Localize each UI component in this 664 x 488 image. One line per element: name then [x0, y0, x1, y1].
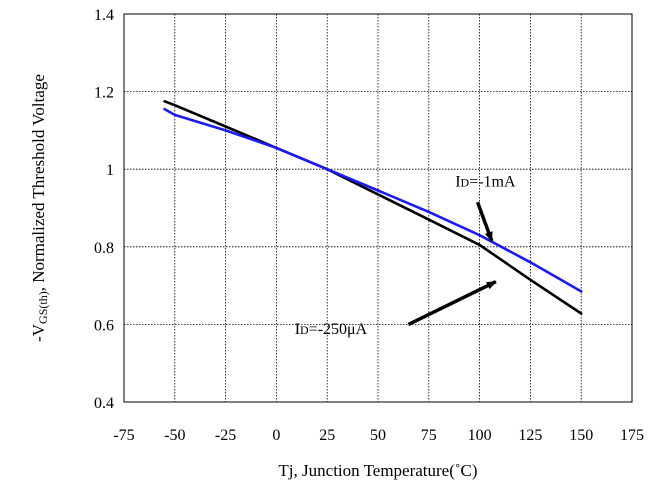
y-tick-label: 1.4	[94, 7, 114, 24]
x-tick-label: 25	[319, 427, 335, 444]
y-axis-title-prefix: -V	[29, 323, 48, 342]
y-axis-title-suffix: , Normalized Threshold Voltage	[29, 74, 48, 291]
y-tick-label: 1	[106, 162, 114, 179]
annotations: ID=-1mA ID=-250μA	[295, 174, 516, 338]
x-tick-label: -25	[215, 427, 236, 444]
x-tick-label: 125	[518, 427, 542, 444]
series-line-2	[163, 107, 583, 293]
y-tick-label: 0.4	[94, 395, 114, 412]
x-tick-label: 0	[272, 427, 280, 444]
annotation-id-1ma-label: ID=-1mA	[455, 174, 516, 191]
x-tick-label: 50	[370, 427, 386, 444]
annotation-id-250ua-arrow	[407, 280, 497, 326]
y-tick-label: 1.2	[94, 85, 114, 102]
x-tick-label: 150	[569, 427, 593, 444]
y-tick-label: 0.6	[94, 317, 114, 334]
series-layer	[163, 100, 583, 315]
x-tick-label: -50	[164, 427, 185, 444]
grid-lines	[124, 14, 632, 402]
x-tick-label: -75	[113, 427, 134, 444]
y-axis-title-subscript: GS(th)	[36, 291, 50, 324]
plot-frame	[123, 13, 633, 403]
annotation-id-250ua-label: ID=-250μA	[295, 321, 368, 338]
annotation-id-1ma-arrow	[475, 201, 494, 242]
y-axis-title: -VGS(th), Normalized Threshold Voltage	[29, 74, 50, 342]
series-line-1	[163, 100, 583, 315]
plot-area	[124, 14, 632, 402]
y-tick-label: 0.8	[94, 240, 114, 257]
x-tick-label: 75	[421, 427, 437, 444]
y-tick-labels: 0.4 0.6 0.8 1 1.2 1.4	[94, 7, 114, 412]
x-axis-title: Tj, Junction Temperature(˚C)	[278, 461, 477, 480]
x-tick-label: 100	[468, 427, 492, 444]
x-tick-labels: -75 -50 -25 0 25 50 75 100 125 150 175	[113, 427, 644, 444]
x-tick-label: 175	[620, 427, 644, 444]
